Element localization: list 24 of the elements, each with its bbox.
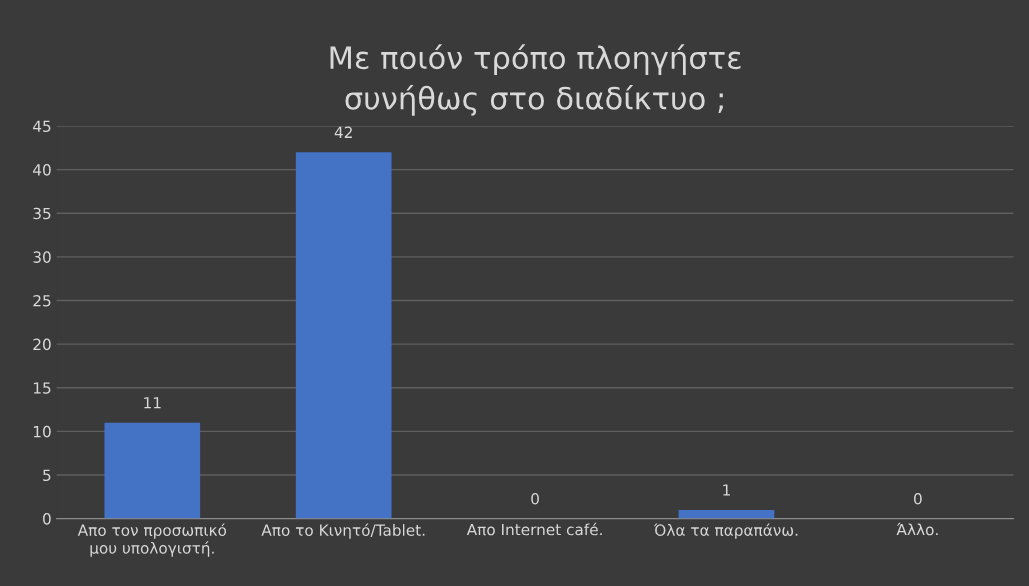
y-tick-label: 0 bbox=[43, 513, 51, 525]
bar bbox=[104, 422, 201, 519]
x-tick-label: Απο το Κινητό/Tablet. bbox=[261, 523, 425, 539]
chart-title: Με ποιόν τρόπο πλοηγήστε συνήθως στο διαδίκτυο ; bbox=[330, 44, 741, 116]
data-label: 42 bbox=[334, 126, 352, 138]
y-tick-label: 30 bbox=[33, 251, 51, 263]
y-tick-label: 40 bbox=[33, 164, 51, 176]
x-tick-label: Απο τον προσωπικό μου υπολογιστή. bbox=[77, 523, 227, 557]
data-label: 1 bbox=[723, 484, 730, 496]
x-tick-label: Άλλο. bbox=[896, 522, 938, 536]
y-tick-label: 5 bbox=[43, 469, 51, 482]
y-tick-label: 45 bbox=[33, 120, 51, 133]
data-label: 11 bbox=[144, 397, 161, 409]
data-label: 0 bbox=[914, 492, 922, 505]
y-tick-label: 35 bbox=[33, 207, 51, 220]
data-label: 0 bbox=[531, 492, 539, 505]
y-tick-label: 25 bbox=[33, 294, 51, 307]
bar bbox=[295, 152, 392, 519]
y-tick-label: 10 bbox=[33, 425, 51, 438]
x-tick-label: Απο Internet café. bbox=[466, 522, 602, 536]
x-tick-label: Όλα τα παραπάνω. bbox=[653, 523, 798, 539]
y-tick-label: 15 bbox=[33, 382, 51, 394]
y-tick-label: 20 bbox=[33, 338, 51, 351]
bar bbox=[678, 509, 775, 519]
